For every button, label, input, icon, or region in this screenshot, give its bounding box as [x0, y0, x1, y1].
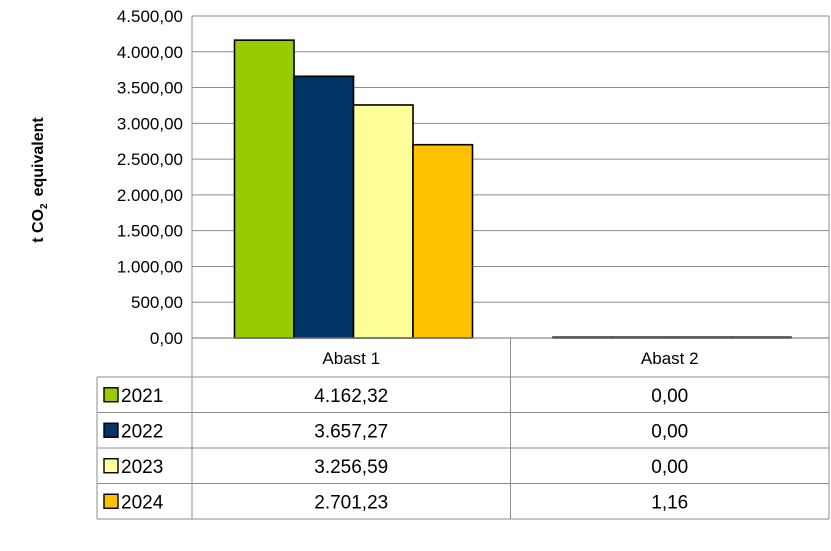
y-axis-label: t CO2 equivalent — [30, 117, 50, 243]
y-tick-label: 500,00 — [131, 293, 183, 312]
y-tick-label: 1.000,00 — [117, 257, 183, 276]
y-tick-labels: 0,00 500,00 1.000,00 1.500,00 2.000,00 2.500,… — [117, 7, 183, 348]
y-tick-label: 1.500,00 — [117, 222, 183, 241]
y-tick-label: 0,00 — [150, 329, 183, 348]
data-table: Abast 1 Abast 2 2021 4.162,32 0,00 2022 3.657,… — [96, 338, 830, 520]
bars — [233, 39, 792, 339]
legend-label: 2022 — [121, 421, 163, 442]
table-cell-value: 3.657,27 — [314, 421, 388, 442]
y-tick-label: 2.000,00 — [117, 186, 183, 205]
x-category-label: Abast 2 — [641, 349, 699, 368]
table-cell-value: 3.256,59 — [314, 457, 388, 478]
y-axis-label-subscript: 2 — [39, 203, 50, 209]
legend-swatch-2023 — [103, 458, 119, 474]
y-tick-label: 2.500,00 — [117, 150, 183, 169]
x-category-label: Abast 1 — [322, 349, 380, 368]
legend-label: 2021 — [121, 386, 163, 407]
table-cell-value: 1,16 — [651, 492, 688, 513]
table-cell-value: 0,00 — [651, 457, 688, 478]
bar-2023 — [352, 104, 414, 339]
legend-swatch-2024 — [103, 493, 119, 509]
y-axis-label-tail: equivalent — [30, 117, 47, 197]
table-cell-value: 2.701,23 — [314, 492, 388, 513]
bar-2021 — [233, 39, 295, 339]
bar-2022 — [293, 75, 355, 339]
legend-swatch-2021 — [103, 387, 119, 403]
y-tick-label: 3.000,00 — [117, 114, 183, 133]
legend-swatch-2022 — [103, 422, 119, 438]
y-tick-label: 3.500,00 — [117, 79, 183, 98]
table-cell-value: 0,00 — [651, 386, 688, 407]
table-cell-value: 0,00 — [651, 421, 688, 442]
y-tick-label: 4.500,00 — [117, 7, 183, 26]
bar-2024 — [412, 143, 474, 339]
y-axis-label-main: t CO — [30, 209, 47, 243]
y-tick-label: 4.000,00 — [117, 43, 183, 62]
legend-label: 2024 — [121, 492, 164, 513]
table-cell-value: 4.162,32 — [314, 386, 388, 407]
legend-label: 2023 — [121, 457, 163, 478]
